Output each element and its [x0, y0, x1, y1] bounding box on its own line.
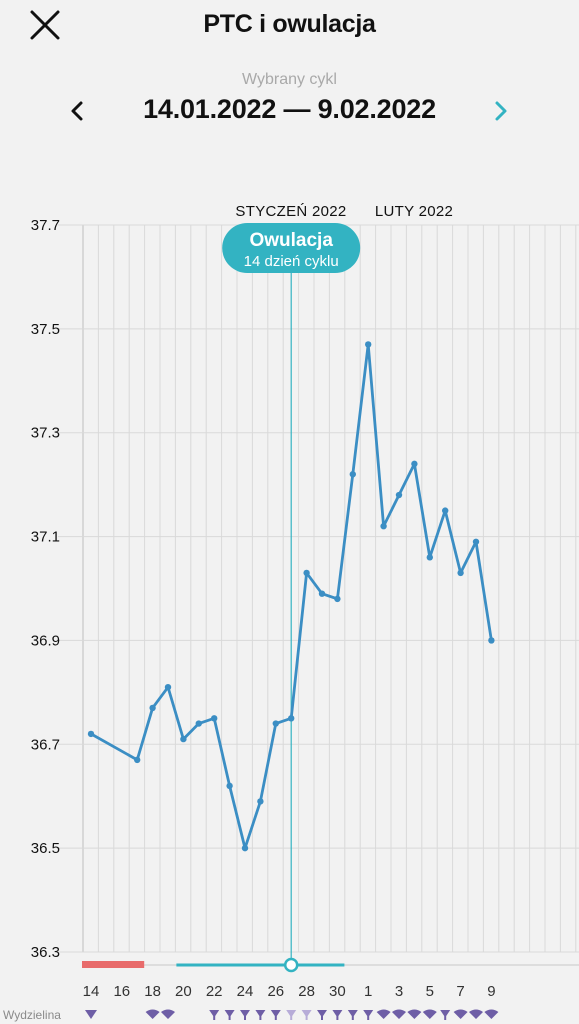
y-tick-label: 37.5 — [31, 321, 60, 338]
x-tick-label: 1 — [364, 983, 372, 1000]
ovulation-marker[interactable] — [283, 957, 299, 973]
y-tick-label: 36.7 — [31, 736, 60, 753]
mucus-icon — [301, 1010, 312, 1020]
temperature-point[interactable] — [164, 683, 172, 691]
mucus-icon — [286, 1010, 297, 1020]
ovulation-badge-title: Owulacja — [249, 230, 333, 251]
y-tick-label: 36.3 — [31, 944, 60, 961]
mucus-icon — [392, 1009, 406, 1019]
temperature-point[interactable] — [195, 720, 202, 727]
cycle-label: Wybrany cykl — [242, 71, 337, 88]
mucus-icon — [453, 1009, 468, 1019]
y-tick-label: 36.5 — [31, 840, 60, 857]
temperature-point[interactable] — [241, 844, 249, 852]
ovulation-badge[interactable]: Owulacja 14 dzień cyklu — [222, 223, 361, 273]
x-tick-label: 9 — [487, 983, 495, 1000]
mucus-icon — [85, 1010, 97, 1019]
temperature-point[interactable] — [303, 569, 310, 577]
mucus-icon — [317, 1010, 327, 1020]
mucus-icon — [145, 1009, 160, 1019]
temperature-point[interactable] — [472, 538, 480, 545]
mucus-icon — [270, 1010, 281, 1020]
mucus-icon — [161, 1009, 175, 1019]
temperature-point[interactable] — [488, 637, 495, 644]
mucus-icon — [347, 1010, 358, 1020]
temperature-point[interactable] — [334, 595, 341, 603]
temperature-point[interactable] — [180, 735, 187, 743]
mucus-icon — [255, 1010, 266, 1020]
x-tick-label: 20 — [175, 983, 192, 1000]
x-tick-label: 16 — [113, 983, 130, 1000]
temperature-point[interactable] — [426, 554, 433, 561]
mucus-icon — [363, 1010, 374, 1020]
x-tick-label: 24 — [237, 983, 254, 1000]
temperature-point[interactable] — [411, 460, 418, 468]
x-tick-label: 14 — [83, 983, 100, 1000]
temperature-point[interactable] — [349, 471, 356, 478]
temperature-point[interactable] — [226, 782, 233, 790]
page-title: PTC i owulacja — [203, 10, 376, 38]
temperature-point[interactable] — [272, 720, 279, 727]
mucus-icon — [422, 1009, 437, 1019]
temperature-point[interactable] — [380, 522, 387, 530]
temperature-point[interactable] — [318, 590, 326, 597]
cycle-range: 14.01.2022 — 9.02.2022 — [143, 94, 436, 124]
mucus-icon — [224, 1010, 235, 1020]
temperature-point[interactable] — [149, 704, 156, 712]
y-tick-label: 37.7 — [31, 217, 60, 234]
x-tick-label: 22 — [206, 983, 223, 1000]
x-tick-label: 18 — [144, 983, 161, 1000]
mucus-icon — [484, 1009, 499, 1019]
ovulation-badge-bg — [222, 223, 361, 273]
x-tick-label: 5 — [426, 983, 434, 1000]
temperature-point[interactable] — [134, 756, 141, 764]
x-tick-label: 3 — [395, 983, 403, 1000]
mucus-icon — [209, 1010, 220, 1020]
mucus-icon — [240, 1010, 250, 1020]
x-tick-label: 26 — [267, 983, 284, 1000]
y-tick-label: 36.9 — [31, 632, 60, 649]
temperature-point[interactable] — [211, 715, 218, 722]
ovulation-badge-subtitle: 14 dzień cyklu — [244, 253, 339, 270]
temperature-point[interactable] — [395, 491, 403, 499]
mucus-icon — [440, 1010, 451, 1020]
mucus-icon — [469, 1009, 483, 1019]
chevron-left-icon[interactable] — [66, 96, 88, 126]
temperature-point[interactable] — [257, 798, 264, 805]
period-bar — [82, 961, 145, 968]
x-tick-label: 7 — [456, 983, 464, 1000]
mucus-icon — [407, 1009, 422, 1019]
temperature-point[interactable] — [87, 730, 95, 738]
x-tick-label: 28 — [298, 983, 315, 1000]
y-tick-label: 37.3 — [31, 425, 60, 442]
temperature-point[interactable] — [365, 341, 372, 348]
temperature-point[interactable] — [457, 569, 464, 577]
month-label: STYCZEŃ 2022 — [235, 203, 346, 220]
x-tick-label: 30 — [329, 983, 346, 1000]
mucus-label: Wydzielina — [3, 1008, 61, 1022]
temperature-chart[interactable]: STYCZEŃ 2022 LUTY 2022 37.7 37.5 37.3 37.1 36… — [0, 190, 579, 1024]
month-label: LUTY 2022 — [375, 203, 453, 220]
mucus-icon — [376, 1009, 391, 1019]
mucus-icon — [332, 1010, 343, 1020]
temperature-point[interactable] — [442, 507, 449, 514]
temperature-point[interactable] — [288, 715, 295, 722]
y-tick-label: 37.1 — [31, 529, 60, 546]
chevron-right-icon[interactable] — [490, 96, 512, 126]
close-icon[interactable] — [28, 8, 62, 42]
